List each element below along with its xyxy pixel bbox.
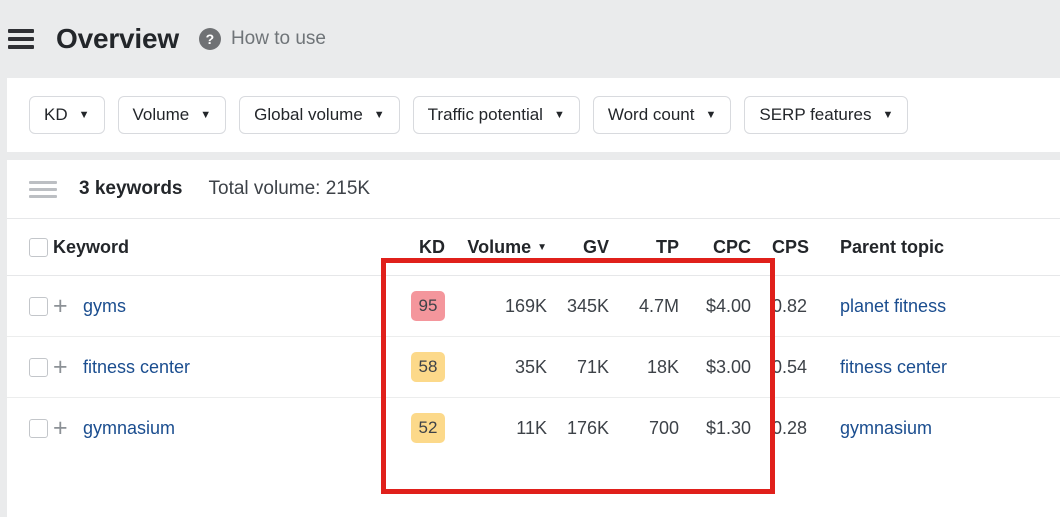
gv-cell: 345K [550, 275, 612, 337]
expand-icon[interactable]: + [53, 291, 68, 320]
filter-serp-features[interactable]: SERP features ▼ [744, 96, 909, 134]
volume-cell: 169K [448, 275, 550, 337]
select-all-checkbox[interactable] [29, 238, 48, 258]
volume-cell: 11K [516, 417, 547, 438]
filter-bar: KD ▼ Volume ▼ Global volume ▼ Traffic po… [7, 78, 1060, 152]
column-header-gv[interactable]: GV [550, 218, 612, 276]
parent-topic-link[interactable]: fitness center [840, 356, 948, 377]
cps-cell: 0.82 [754, 275, 822, 337]
sort-desc-icon: ▼ [537, 242, 547, 254]
table-row: + gymnasium 52 11K 176K 700 $1.30 0.28 g… [7, 398, 1060, 459]
parent-topic-link[interactable]: planet fitness [840, 295, 947, 316]
row-checkbox[interactable] [29, 297, 48, 317]
keyword-cell: + gymnasium [53, 398, 388, 459]
expand-icon[interactable]: + [53, 352, 68, 381]
how-to-use-link[interactable]: ? How to use [198, 28, 326, 50]
filter-volume[interactable]: Volume ▼ [117, 96, 227, 134]
keywords-table: Keyword KD Volume ▼ GV TP CPC CPS Parent … [7, 218, 1060, 458]
filter-global-volume-label: Global volume [254, 105, 363, 124]
question-mark-icon: ? [198, 28, 221, 50]
column-header-volume-label: Volume [467, 236, 532, 257]
chevron-down-icon: ▼ [705, 108, 717, 121]
kd-cell: 58 [388, 336, 448, 398]
chevron-down-icon: ▼ [200, 108, 212, 121]
filter-volume-label: Volume [132, 105, 190, 124]
column-header-cps[interactable]: CPS [754, 218, 822, 276]
row-select-cell [7, 336, 53, 398]
tp-cell: 4.7M [612, 275, 682, 337]
filter-traffic-potential[interactable]: Traffic potential ▼ [412, 96, 580, 134]
table-row: + fitness center 58 35K 71K 18K $3.00 0.… [7, 336, 1060, 398]
parent-topic-cell: planet fitness [822, 275, 1060, 337]
chevron-down-icon: ▼ [373, 108, 385, 121]
page-header: Overview ? How to use [0, 0, 1060, 78]
gv-cell: 176K [566, 417, 609, 438]
tp-cell: 700 [648, 417, 679, 438]
cpc-cell: $3.00 [682, 336, 754, 398]
kd-badge: 58 [411, 352, 445, 382]
row-checkbox[interactable] [29, 419, 48, 439]
column-header-cpc[interactable]: CPC [682, 218, 754, 276]
kd-badge: 52 [411, 413, 445, 443]
total-volume: Total volume: 215K [208, 178, 371, 199]
select-all-header [7, 218, 53, 276]
page-title: Overview [56, 23, 179, 54]
column-header-kd[interactable]: KD [388, 218, 448, 276]
parent-topic-link[interactable]: gymnasium [840, 417, 933, 438]
expand-icon[interactable]: + [53, 413, 68, 442]
column-header-tp[interactable]: TP [612, 218, 682, 276]
filter-traffic-potential-label: Traffic potential [427, 105, 543, 124]
cps-cell: 0.54 [754, 336, 822, 398]
keyword-link[interactable]: gyms [83, 295, 127, 316]
hamburger-icon[interactable] [8, 29, 34, 49]
chevron-down-icon: ▼ [78, 108, 90, 121]
column-header-parent-topic[interactable]: Parent topic [822, 218, 1060, 276]
chevron-down-icon: ▼ [882, 108, 894, 121]
kd-cell: 95 [388, 275, 448, 337]
list-view-icon[interactable] [29, 180, 57, 198]
filter-word-count[interactable]: Word count ▼ [592, 96, 732, 134]
keyword-link[interactable]: gymnasium [83, 417, 176, 438]
row-select-cell [7, 398, 53, 459]
chevron-down-icon: ▼ [553, 108, 565, 121]
keyword-cell: + fitness center [53, 336, 388, 398]
left-gutter [0, 0, 7, 517]
cpc-cell: $1.30 [705, 417, 751, 438]
row-select-cell [7, 275, 53, 337]
filter-global-volume[interactable]: Global volume ▼ [239, 96, 400, 134]
parent-topic-cell: gymnasium [822, 398, 1060, 459]
gv-cell: 71K [550, 336, 612, 398]
filter-word-count-label: Word count [607, 105, 695, 124]
summary-row: 3 keywords Total volume: 215K [7, 160, 1060, 218]
column-header-volume[interactable]: Volume ▼ [448, 218, 550, 276]
tp-cell: 18K [612, 336, 682, 398]
keyword-cell: + gyms [53, 275, 388, 337]
filter-kd-label: KD [44, 105, 68, 124]
row-checkbox[interactable] [29, 358, 48, 378]
filter-kd[interactable]: KD ▼ [29, 96, 105, 134]
keyword-link[interactable]: fitness center [83, 356, 191, 377]
volume-cell: 35K [448, 336, 550, 398]
column-header-keyword[interactable]: Keyword [53, 218, 388, 276]
keyword-count: 3 keywords [79, 178, 183, 199]
cps-cell: 0.28 [772, 417, 808, 438]
kd-cell: 52 [388, 398, 448, 459]
table-row: + gyms 95 169K 345K 4.7M $4.00 0.82 plan… [7, 275, 1060, 337]
filter-serp-features-label: SERP features [759, 105, 872, 124]
keywords-panel: 3 keywords Total volume: 215K Keyword KD… [7, 160, 1060, 517]
kd-badge: 95 [411, 291, 445, 321]
how-to-use-label: How to use [230, 28, 326, 49]
table-header-row: Keyword KD Volume ▼ GV TP CPC CPS Parent … [7, 218, 1060, 276]
parent-topic-cell: fitness center [822, 336, 1060, 398]
cpc-cell: $4.00 [682, 275, 754, 337]
